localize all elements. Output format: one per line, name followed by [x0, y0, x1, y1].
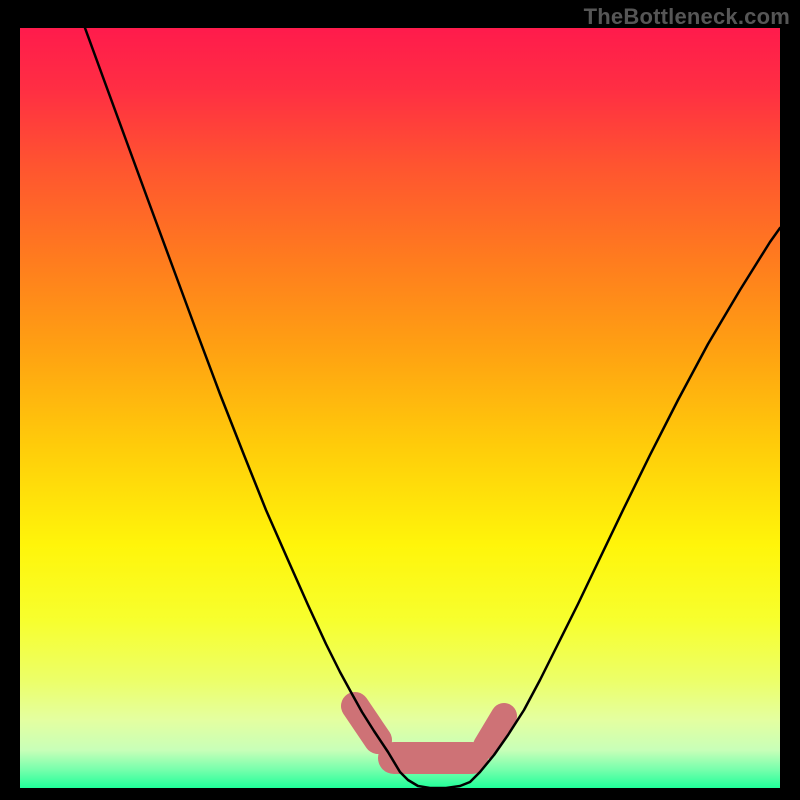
valley-blob — [486, 716, 504, 746]
gradient-plot-area — [20, 28, 780, 788]
chart-frame: TheBottleneck.com — [0, 0, 800, 800]
bottleneck-curve-chart — [0, 0, 800, 800]
valley-blob — [355, 706, 378, 740]
watermark-text: TheBottleneck.com — [584, 4, 790, 30]
